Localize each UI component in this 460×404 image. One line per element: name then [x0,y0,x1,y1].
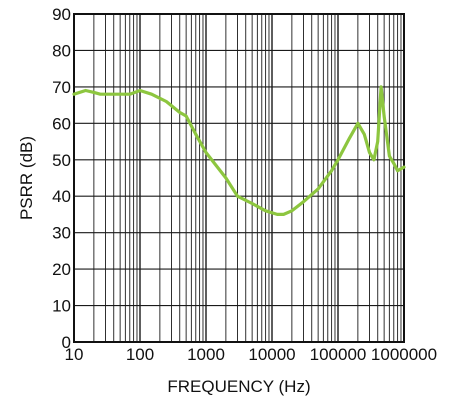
y-tick-label: 40 [52,187,71,206]
psrr-series-line [72,85,406,216]
x-tick-label: 1000 [187,345,225,364]
plot-frame [73,13,405,343]
y-tick-label: 90 [52,5,71,24]
x-tick-label: 1000000 [371,345,437,364]
y-tick-label: 0 [62,333,71,352]
x-axis-label: FREQUENCY (Hz) [167,377,310,396]
y-tick-label: 20 [52,260,71,279]
y-tick-label: 50 [52,151,71,170]
y-tick-label: 60 [52,114,71,133]
x-tick-label: 100 [126,345,154,364]
y-tick-label: 30 [52,224,71,243]
grid [73,13,404,343]
y-tick-labels: 0 10 20 30 40 50 60 70 80 90 [52,5,71,352]
x-tick-label: 100000 [310,345,367,364]
y-tick-label: 80 [52,41,71,60]
y-tick-label: 10 [52,297,71,316]
x-tick-labels: 10 100 1000 10000 100000 1000000 [65,345,438,364]
y-axis-label: PSRR (dB) [17,136,36,220]
x-tick-label: 10000 [248,345,295,364]
x-tick-label: 10 [65,345,84,364]
y-tick-label: 70 [52,78,71,97]
